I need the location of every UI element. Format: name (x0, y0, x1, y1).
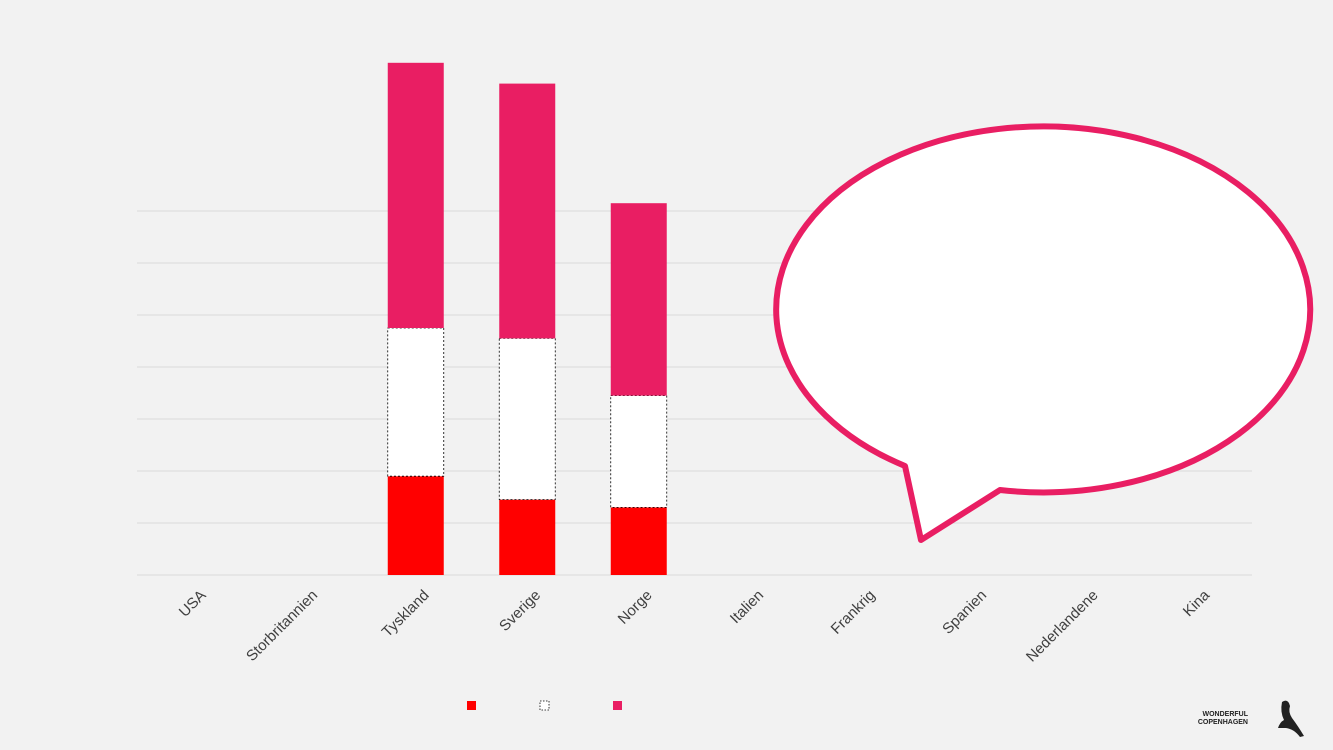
legend-marker (539, 700, 550, 711)
legend-marker (467, 701, 476, 710)
chart: USA Storbritannien Tyskland Sverige Norge Ita… (137, 62, 1252, 711)
bar-segment (499, 83, 556, 339)
bar-segment (387, 327, 445, 477)
bar-segment (610, 507, 667, 575)
bar-segment (499, 499, 556, 575)
bar-segment (610, 395, 668, 508)
bar-segment (610, 203, 667, 396)
bar-segment (498, 337, 556, 500)
bar-segment (387, 476, 444, 575)
bar-segment (387, 62, 444, 329)
legend-marker (613, 701, 622, 710)
logo-text: COPENHAGEN (1198, 719, 1248, 726)
speech-bubble (773, 123, 1314, 543)
logo-mark (1278, 700, 1304, 737)
logo-text: WONDERFUL (1203, 711, 1249, 718)
